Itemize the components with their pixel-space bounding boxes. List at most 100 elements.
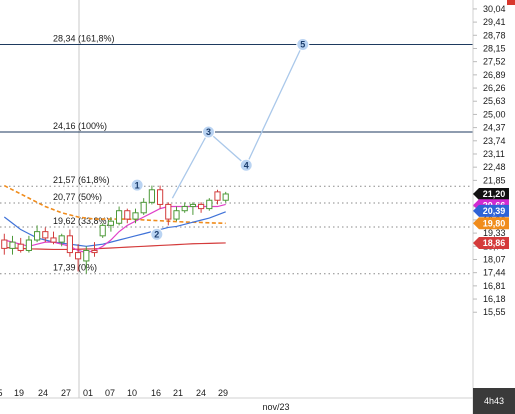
fib-level-label: 24,16 (100%)	[53, 121, 107, 131]
fib-level-label: 21,57 (61,8%)	[53, 175, 110, 185]
price-badge-label: 18,86	[483, 238, 506, 248]
candle-down	[214, 191, 221, 201]
time-axis[interactable]: 5 19 24 27 01 07 10 16 21 24 29 nov/23	[0, 388, 290, 412]
moving-average-pink	[4, 203, 226, 254]
candle-up	[148, 189, 156, 203]
wave-point-5[interactable]	[296, 38, 310, 51]
price-tick-label: 24,37	[483, 123, 506, 133]
wave-projection-line	[171, 44, 304, 199]
candle-up	[9, 241, 16, 249]
candle-up	[99, 224, 106, 237]
candle-up	[25, 239, 32, 251]
price-tick-label: 22,48	[483, 162, 506, 172]
wave-label: 3	[206, 127, 211, 137]
candle-up	[83, 249, 90, 262]
time-tick-label: 19	[14, 388, 24, 398]
moving-average-orange	[3, 184, 226, 225]
candle-down	[165, 203, 172, 220]
candle-up	[34, 231, 41, 241]
price-badge	[473, 204, 509, 217]
time-tick-label: 07	[105, 388, 115, 398]
top-right-marker	[507, 0, 515, 5]
time-month-label: nov/23	[262, 402, 289, 412]
price-tick-label: 27,52	[483, 57, 506, 67]
price-tick-label: 30,04	[483, 4, 506, 14]
candle-down	[50, 237, 57, 243]
candle-down	[66, 235, 74, 254]
fib-level-label: 28,34 (161,8%)	[53, 34, 115, 44]
timeframe-label: 4h43	[484, 396, 504, 406]
price-tick-label: 16,81	[483, 281, 506, 291]
elliott-wave-projection[interactable]: 1 2 3 4 5	[130, 38, 310, 241]
time-tick-label: 21	[173, 388, 183, 398]
candle-up	[116, 210, 123, 224]
wave-point-2[interactable]	[150, 227, 164, 241]
candle-up	[107, 220, 115, 226]
price-tick-label: 29,41	[483, 17, 506, 27]
price-tick-label: 19,33	[483, 228, 506, 238]
candle-up	[132, 212, 139, 220]
wave-label: 1	[135, 180, 140, 190]
candle-up	[189, 203, 197, 208]
price-badge-label: 20,39	[483, 206, 506, 216]
wave-point-4[interactable]	[239, 158, 253, 172]
price-tick-label: 28,15	[483, 43, 506, 53]
price-tick-label: 30,67	[483, 0, 506, 1]
price-tick-label: 16,18	[483, 294, 506, 304]
price-tick-label: 28,78	[483, 30, 506, 40]
price-tick-label: 26,26	[483, 83, 506, 93]
fib-level-label: 20,77 (50%)	[53, 192, 102, 202]
price-tick-label: 17,44	[483, 268, 506, 278]
price-tick-label: 15,55	[483, 307, 506, 317]
time-tick-label: 27	[61, 388, 71, 398]
candle-up	[58, 235, 65, 243]
candle-up	[206, 199, 213, 210]
wave-label: 2	[154, 230, 159, 240]
candle-down	[198, 203, 205, 210]
price-badge-label: 19,80	[483, 218, 506, 228]
candle-down	[157, 189, 164, 205]
moving-average-red	[4, 242, 226, 251]
time-tick-label: 24	[38, 388, 48, 398]
time-tick-label: 24	[196, 388, 206, 398]
fib-level-label: 17,39 (0%)	[53, 263, 97, 273]
time-tick-label: 16	[151, 388, 161, 398]
price-badge	[473, 236, 509, 249]
candle-down	[75, 252, 82, 260]
moving-average-blue	[3, 211, 226, 247]
time-tick-label: 29	[218, 388, 228, 398]
candle-down	[91, 249, 98, 254]
price-tick-label: 21,85	[483, 175, 506, 185]
price-tick-label: 25,00	[483, 109, 506, 119]
candle-down	[42, 231, 49, 239]
candle-down	[1, 239, 8, 249]
price-tick-label: 26,89	[483, 70, 506, 80]
candle-up	[222, 193, 229, 201]
candle-down	[124, 210, 131, 220]
price-badge	[473, 187, 509, 200]
wave-point-3[interactable]	[201, 125, 215, 139]
price-tick-label: 23,74	[483, 136, 506, 146]
wave-label: 5	[300, 40, 305, 50]
price-tick-label: 25,63	[483, 96, 506, 106]
candle-up	[140, 201, 147, 214]
price-tick-label: 23,11	[483, 149, 505, 159]
moving-averages	[3, 184, 226, 254]
wave-label: 4	[244, 160, 249, 170]
candle-down	[17, 243, 24, 251]
price-tick-label: 18,07	[483, 254, 506, 264]
price-badge	[473, 217, 509, 230]
time-tick-label: 5	[0, 388, 3, 398]
price-badge-label: 21,20	[483, 189, 506, 199]
candles	[1, 185, 229, 274]
fib-level-label: 19,62 (33,8%)	[53, 216, 110, 226]
wave-point-1[interactable]	[130, 178, 144, 192]
time-tick-label: 10	[127, 388, 137, 398]
timeframe-box[interactable]	[473, 388, 515, 414]
candle-up	[173, 210, 180, 220]
fibonacci-levels: 28,34 (161,8%) 24,16 (100%) 21,57 (61,8%) 2…	[0, 34, 473, 275]
candle-up	[181, 206, 188, 212]
